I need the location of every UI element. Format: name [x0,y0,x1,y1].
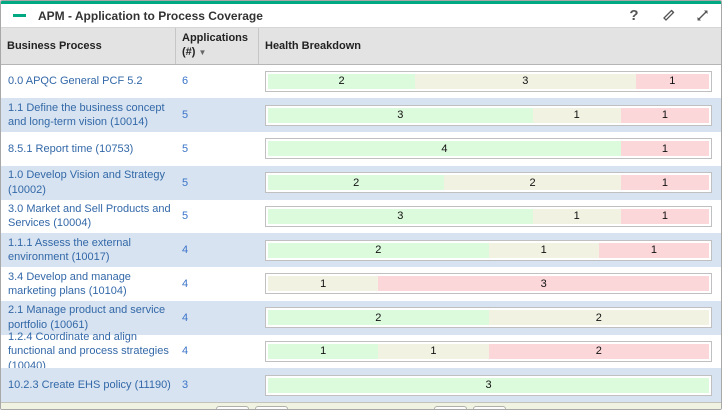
column-header-health-breakdown[interactable]: Health Breakdown [265,39,361,52]
widget-accent-bar [1,1,721,4]
application-count: 4 [182,345,189,358]
table-row: 2.1 Manage product and service portfolio… [1,300,721,335]
health-segment-critical[interactable]: 3 [378,276,709,292]
health-segment-healthy[interactable]: 2 [268,310,489,326]
table-row: 1.2.4 Coordinate and align functional an… [1,330,721,372]
process-link[interactable]: 1.2.4 Coordinate and align functional an… [8,330,169,372]
health-segment-healthy[interactable]: 1 [268,343,379,359]
health-segment-healthy[interactable]: 2 [268,73,415,89]
table-header-row: Business Process Applications (#) ▼ Healt… [1,28,721,65]
application-count: 4 [182,244,189,257]
health-segment-healthy[interactable]: 3 [268,107,533,123]
health-segment-warning[interactable]: 1 [378,343,489,359]
sort-desc-icon: ▼ [198,47,207,57]
process-link[interactable]: 1.0 Develop Vision and Strategy (10002) [8,169,165,196]
health-segment-critical[interactable]: 1 [620,141,709,157]
health-segment-critical[interactable]: 1 [598,242,709,258]
application-count: 5 [182,210,189,223]
health-segment-warning[interactable]: 3 [415,73,636,89]
application-count: 5 [182,142,189,155]
pagination: |❮ ❮ Showing 1 to 10 of 107 ❯ ❯| [215,406,507,409]
widget-titlebar: APM - Application to Process Coverage ? [1,4,721,28]
health-segment-critical[interactable]: 2 [488,343,709,359]
application-count: 5 [182,176,189,189]
health-segment-critical[interactable]: 1 [620,175,710,191]
edit-pencil-icon[interactable] [659,7,677,25]
health-segment-warning[interactable]: 2 [444,175,621,191]
table-row: 3.4 Develop and manage marketing plans (… [1,267,721,301]
health-segment-healthy[interactable]: 2 [268,175,445,191]
process-link[interactable]: 10.2.3 Create EHS policy (11190) [8,378,171,391]
health-breakdown-cell: 3 [259,368,721,402]
application-count: 5 [182,109,189,122]
process-link[interactable]: 3.4 Develop and manage marketing plans (… [8,270,131,297]
collapse-icon[interactable] [13,14,26,17]
process-link[interactable]: 2.1 Manage product and service portfolio… [8,304,166,331]
health-segment-healthy[interactable]: 4 [268,141,621,157]
health-segment-critical[interactable]: 1 [620,107,709,123]
next-page-button[interactable]: ❯ [434,406,468,409]
last-page-button[interactable]: ❯| [473,406,507,409]
table-row: 10.2.3 Create EHS policy (11190) 3 3 [1,368,721,402]
health-segment-critical[interactable]: 1 [620,208,709,224]
application-count: 4 [182,277,189,290]
health-segment-warning[interactable]: 1 [532,107,621,123]
process-link[interactable]: 8.5.1 Report time (10753) [8,142,134,155]
health-segment-critical[interactable]: 1 [635,73,709,89]
process-link[interactable]: 1.1 Define the business concept and long… [8,101,165,129]
first-page-button[interactable]: |❮ [215,406,249,409]
application-count: 6 [182,75,189,88]
widget-footer: x Export to Excel |❮ ❮ Showing 1 to 10 o… [1,401,721,409]
widget-title: APM - Application to Process Coverage [38,8,263,23]
application-count: 4 [182,311,189,324]
health-segment-warning[interactable]: 1 [488,242,599,258]
process-link[interactable]: 0.0 APQC General PCF 5.2 [8,75,143,88]
table-row: 3.0 Market and Sell Products and Service… [1,200,721,234]
help-icon[interactable]: ? [629,7,639,24]
table-row: 1.0 Develop Vision and Strategy (10002) … [1,165,721,200]
expand-icon[interactable] [693,7,711,25]
health-segment-healthy[interactable]: 3 [268,377,709,393]
column-header-applications[interactable]: Applications (#) ▼ [176,28,259,64]
health-segment-warning[interactable]: 1 [268,276,379,292]
column-header-business-process[interactable]: Business Process [1,28,176,64]
prev-page-button[interactable]: ❮ [254,406,288,409]
health-bar[interactable]: 3 [265,374,712,396]
process-link[interactable]: 1.1.1 Assess the external environment (1… [8,236,131,264]
application-count: 3 [182,379,189,392]
table-row: 1.1 Define the business concept and long… [1,98,721,132]
health-segment-warning[interactable]: 1 [532,208,621,224]
process-link[interactable]: 3.0 Market and Sell Products and Service… [8,203,171,230]
health-segment-healthy[interactable]: 2 [268,242,489,258]
health-segment-warning[interactable]: 2 [488,310,709,326]
table-row: 1.1.1 Assess the external environment (1… [1,233,721,267]
health-segment-healthy[interactable]: 3 [268,208,533,224]
